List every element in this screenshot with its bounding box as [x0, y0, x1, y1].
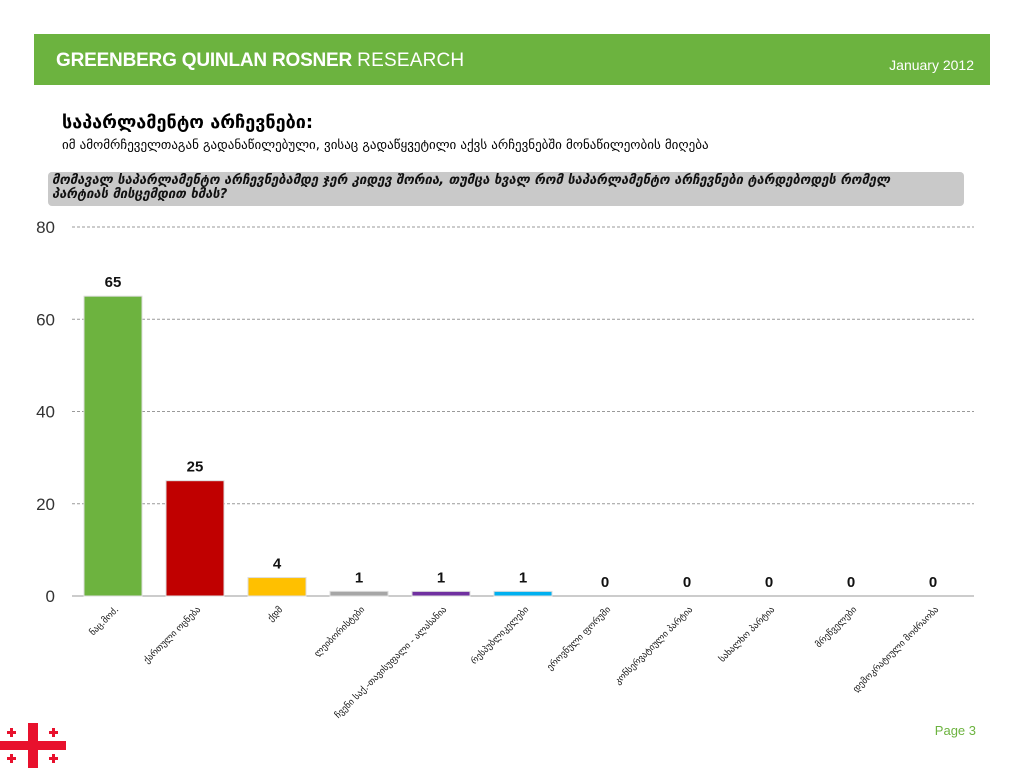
data-label: 0 — [765, 574, 773, 591]
slide-subtitle: იმ ამომრჩეველთაგან გადანაწილებული, ვისაც… — [62, 138, 709, 153]
data-label: 1 — [437, 569, 445, 586]
bar — [165, 480, 225, 597]
y-tick-label: 80 — [36, 218, 55, 237]
bar — [493, 590, 553, 597]
georgia-flag-icon — [0, 723, 66, 768]
header-banner: GREENBERG QUINLAN ROSNER RESEARCH Januar… — [34, 34, 990, 85]
data-label: 65 — [105, 274, 122, 291]
y-tick-label: 0 — [46, 587, 55, 606]
data-label: 25 — [187, 459, 204, 476]
brand-light: RESEARCH — [357, 50, 465, 71]
question-text: მომავალ საპარლამენტო არჩევნებამდე ჯერ კი… — [52, 173, 891, 202]
data-label: 0 — [683, 574, 691, 591]
category-label: მრეწველები — [813, 604, 859, 650]
data-label: 4 — [273, 556, 282, 573]
brand-bold: GREENBERG QUINLAN ROSNER — [56, 50, 353, 71]
category-label: ქდმ — [266, 604, 286, 624]
data-label: 1 — [355, 569, 363, 586]
category-label: კონსერვატიული პარტია — [613, 604, 696, 687]
category-label: ეროვნული ფორუმი — [545, 604, 614, 673]
category-label: ქართული ოცნება — [142, 604, 204, 666]
category-label: ლეიბორისტები — [312, 604, 367, 659]
slide-title: საპარლამენტო არჩევნები: — [62, 112, 314, 133]
data-label: 1 — [519, 569, 527, 586]
data-label: 0 — [929, 574, 937, 591]
data-label: 0 — [847, 574, 855, 591]
y-tick-label: 60 — [36, 310, 55, 329]
y-tick-label: 40 — [36, 403, 55, 422]
page-number: Page 3 — [934, 723, 976, 738]
category-label: სახალხო პარტია — [717, 604, 778, 665]
report-date: January 2012 — [889, 57, 974, 73]
bar — [247, 577, 307, 597]
data-label: 0 — [601, 574, 609, 591]
brand-logo: GREENBERG QUINLAN ROSNER RESEARCH — [56, 50, 464, 72]
category-label: დემოკრატიული მოძრაობა — [851, 604, 942, 695]
bar-chart: 0 20 40 60 80 65 ნაც.მოძ. 25 ქართული ოცნება 4 ქდმ 1… — [36, 218, 974, 721]
bar — [329, 590, 389, 597]
category-label: ნაც.მოძ. — [87, 604, 121, 638]
y-tick-label: 20 — [36, 495, 55, 514]
bar — [83, 295, 143, 597]
bar — [411, 590, 471, 597]
category-label: რესპუბლიკელები — [469, 604, 532, 667]
question-box: მომავალ საპარლამენტო არჩევნებამდე ჯერ კი… — [48, 172, 964, 206]
